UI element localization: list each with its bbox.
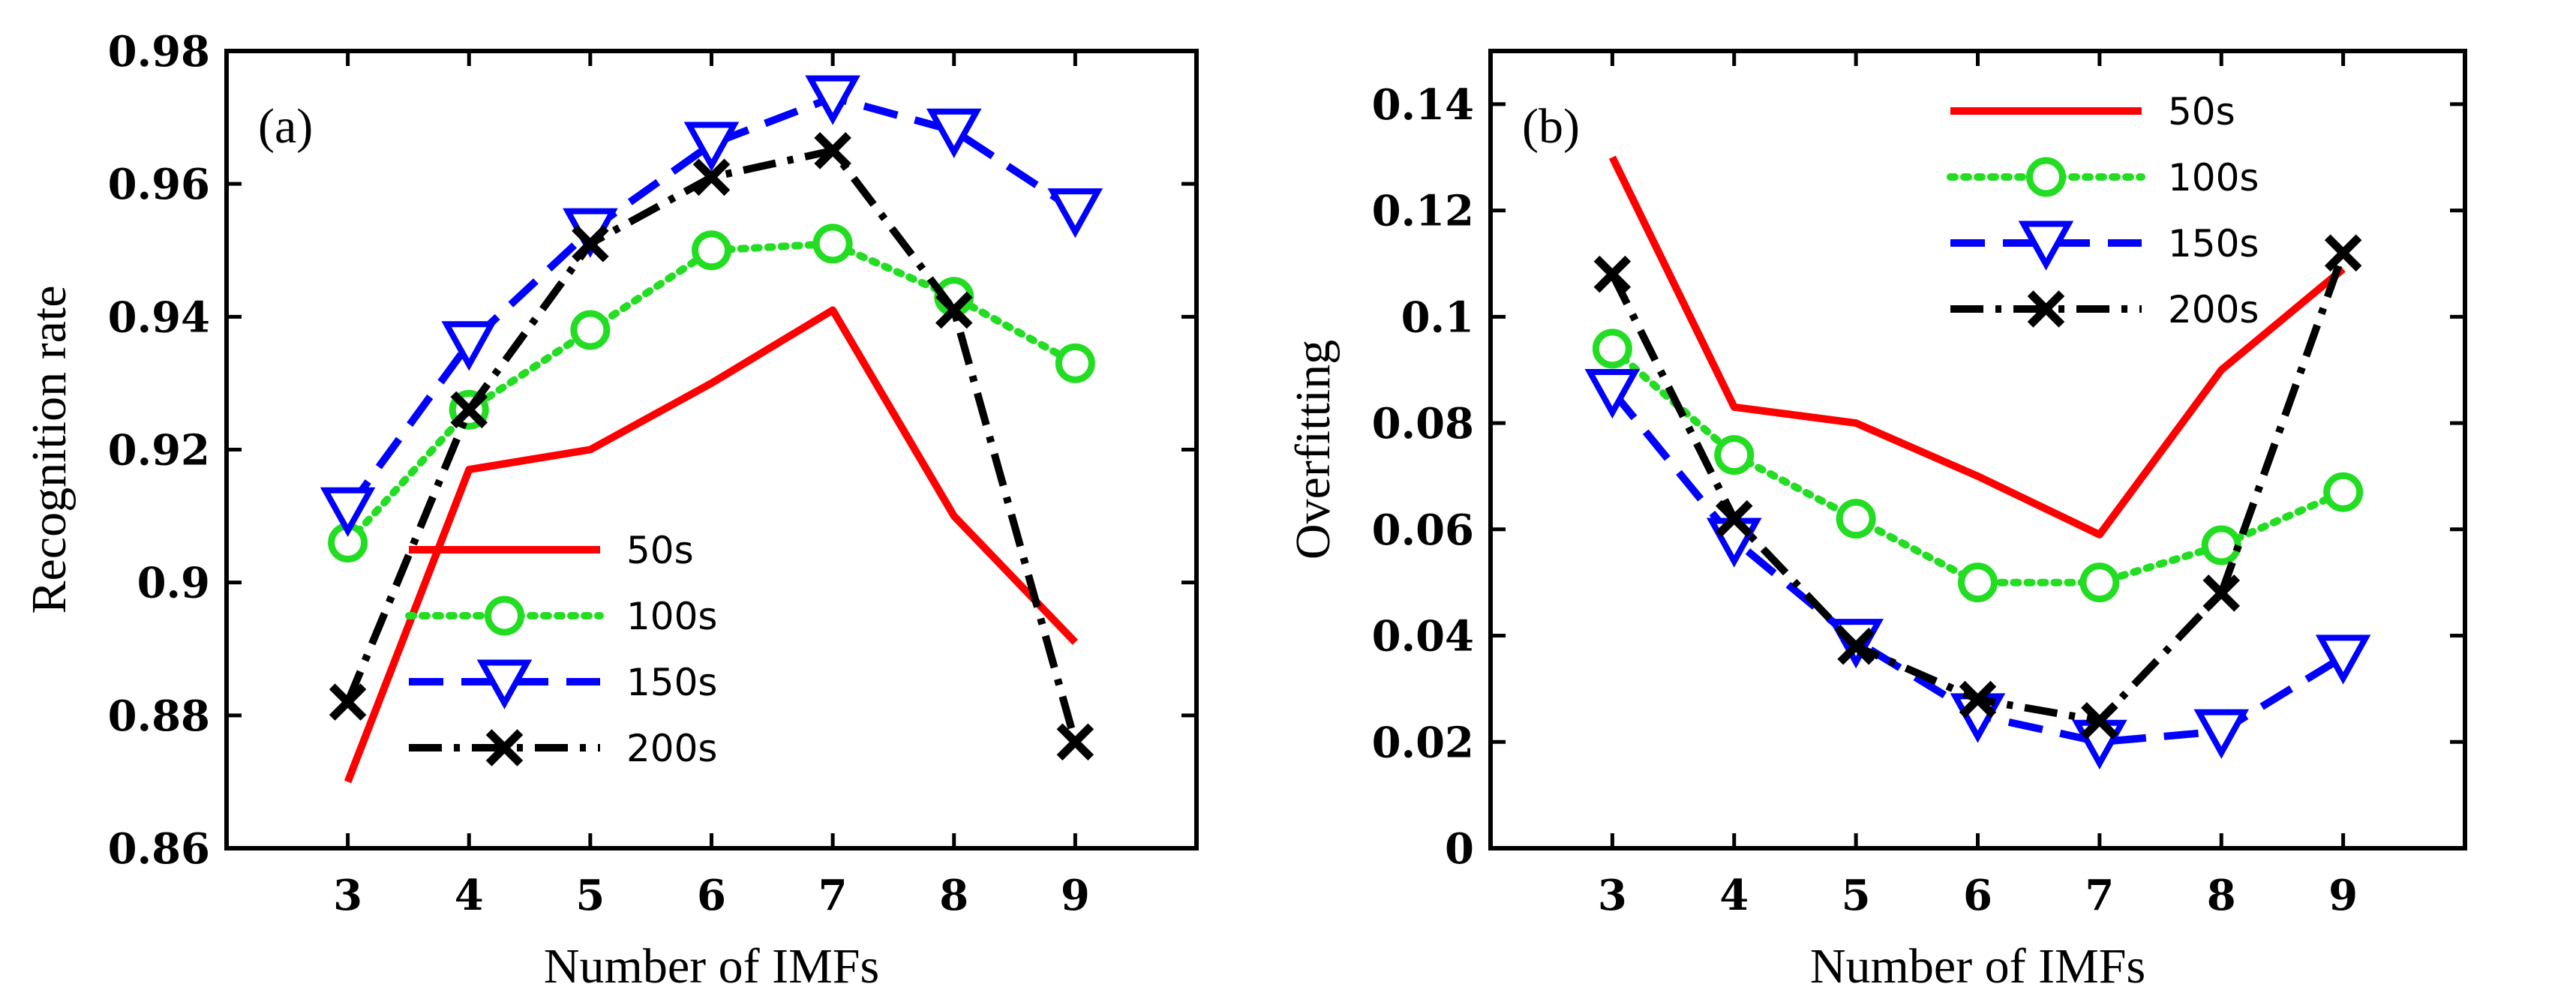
data-point-200s-5 [572, 225, 609, 262]
data-point-100s-7 [2079, 562, 2120, 603]
data-point-200s-3 [329, 683, 367, 721]
x-tick-label: 5 [1842, 871, 1871, 920]
x-tick-label: 8 [939, 871, 968, 920]
series-50s [1608, 155, 2346, 538]
legend-label-50s: 50s [2168, 90, 2235, 134]
data-point-150s-8 [2193, 709, 2250, 759]
y-tick-label: 0.9 [137, 559, 210, 608]
y-tick-label: 0.1 [1401, 292, 1474, 342]
y-tick-label: 0.86 [108, 824, 210, 874]
data-point-100s-7 [812, 224, 853, 264]
x-tick-label: 6 [1963, 871, 1992, 920]
x-axis-title: Number of IMFs [544, 939, 879, 994]
data-point-200s-3 [1593, 255, 1632, 293]
data-point-200s-4 [450, 391, 488, 429]
data-point-200s-7 [2081, 702, 2118, 740]
panel-label: (a) [258, 99, 313, 154]
data-point-200s-6 [1959, 680, 1997, 718]
y-tick-label: 0.14 [1372, 80, 1474, 130]
y-tick-label: 0.12 [1372, 187, 1474, 236]
data-point-100s-6 [1958, 562, 1998, 603]
x-tick-label: 7 [2085, 871, 2114, 920]
data-point-100s-8 [2201, 525, 2241, 566]
legend-label-200s: 200s [626, 727, 717, 770]
legend-marker-150s [476, 659, 533, 710]
x-tick-label: 9 [1061, 871, 1090, 920]
legend-label-100s: 100s [2168, 156, 2259, 200]
data-point-150s-4 [441, 321, 497, 371]
data-point-100s-9 [1055, 343, 1095, 383]
x-tick-label: 6 [697, 871, 726, 920]
legend-label-50s: 50s [626, 529, 694, 572]
data-point-200s-6 [692, 158, 731, 196]
y-tick-label: 0.06 [1372, 506, 1474, 555]
x-tick-label: 7 [818, 871, 848, 920]
series-150s [320, 75, 1103, 537]
x-tick-label: 4 [1719, 871, 1749, 920]
data-point-100s-4 [1714, 435, 1755, 476]
data-point-100s-9 [2323, 472, 2364, 512]
panel-label: (b) [1522, 99, 1580, 154]
legend-marker-200s [2027, 290, 2065, 328]
data-point-150s-9 [1047, 188, 1103, 238]
data-point-150s-7 [805, 75, 860, 125]
chart-panel-1: 0.86 0.88 0.9 0.92 0.94 0.96 0.98 3 4 5 6 7 8 9 Number… [22, 27, 1199, 994]
legend-label-200s: 200s [2168, 288, 2259, 332]
y-tick-label: 0.88 [108, 692, 210, 741]
legend: 50s 100s 150s 200s [1947, 90, 2259, 332]
data-point-200s-8 [935, 291, 973, 329]
legend-marker-150s [2018, 220, 2074, 271]
data-point-150s-3 [1584, 369, 1641, 419]
data-point-200s-7 [814, 132, 851, 170]
y-axis-title: Recognition rate [22, 285, 77, 614]
series-line-50s [344, 306, 1079, 784]
x-tick-label: 3 [333, 871, 362, 920]
legend-marker-100s [485, 596, 524, 636]
y-tick-label: 0.92 [108, 426, 210, 476]
data-point-150s-6 [683, 122, 740, 172]
y-tick-label: 0.08 [1372, 399, 1474, 448]
data-point-200s-9 [1056, 723, 1094, 761]
x-tick-label: 9 [2328, 871, 2358, 920]
data-point-150s-3 [320, 487, 376, 537]
series-200s [1593, 234, 2362, 740]
series-200s [329, 132, 1094, 761]
x-tick-label: 8 [2207, 871, 2236, 920]
x-tick-label: 3 [1598, 871, 1627, 920]
y-tick-label: 0.96 [108, 160, 210, 209]
data-point-100s-3 [1592, 328, 1632, 369]
y-axis-title: Overfitting [1286, 340, 1341, 560]
y-tick-label: 0 [1445, 824, 1474, 874]
series-100s [1592, 328, 2364, 603]
legend-label-150s: 150s [2168, 222, 2259, 266]
x-tick-label: 5 [575, 871, 605, 920]
series-line-50s [1608, 155, 2346, 538]
data-point-100s-6 [692, 230, 731, 271]
y-tick-label: 0.94 [108, 292, 210, 342]
data-point-150s-8 [926, 108, 982, 159]
legend-marker-100s [2026, 157, 2066, 197]
data-point-200s-5 [1837, 627, 1875, 665]
y-tick-label: 0.02 [1372, 718, 1474, 767]
data-point-200s-8 [2202, 574, 2241, 612]
data-point-200s-4 [1715, 500, 1753, 538]
series-50s [344, 306, 1079, 784]
x-tick-label: 4 [455, 871, 484, 920]
y-tick-label: 0.98 [108, 27, 210, 76]
legend-label-150s: 150s [626, 661, 717, 704]
data-point-200s-9 [2324, 234, 2362, 272]
chart-panel-2: 0 0.02 0.04 0.06 0.08 0.1 0.12 0.14 3 4 5 6 7 8 9 Numbe… [1286, 49, 2467, 994]
legend: 50s 100s 150s 200s [405, 529, 717, 770]
x-axis-title: Number of IMFs [1810, 939, 2145, 994]
data-point-150s-9 [2315, 634, 2371, 685]
data-point-100s-5 [570, 310, 611, 350]
y-tick-label: 0.04 [1372, 612, 1474, 662]
data-point-100s-5 [1836, 499, 1876, 539]
legend-marker-200s [485, 729, 524, 766]
legend-label-100s: 100s [626, 595, 717, 638]
